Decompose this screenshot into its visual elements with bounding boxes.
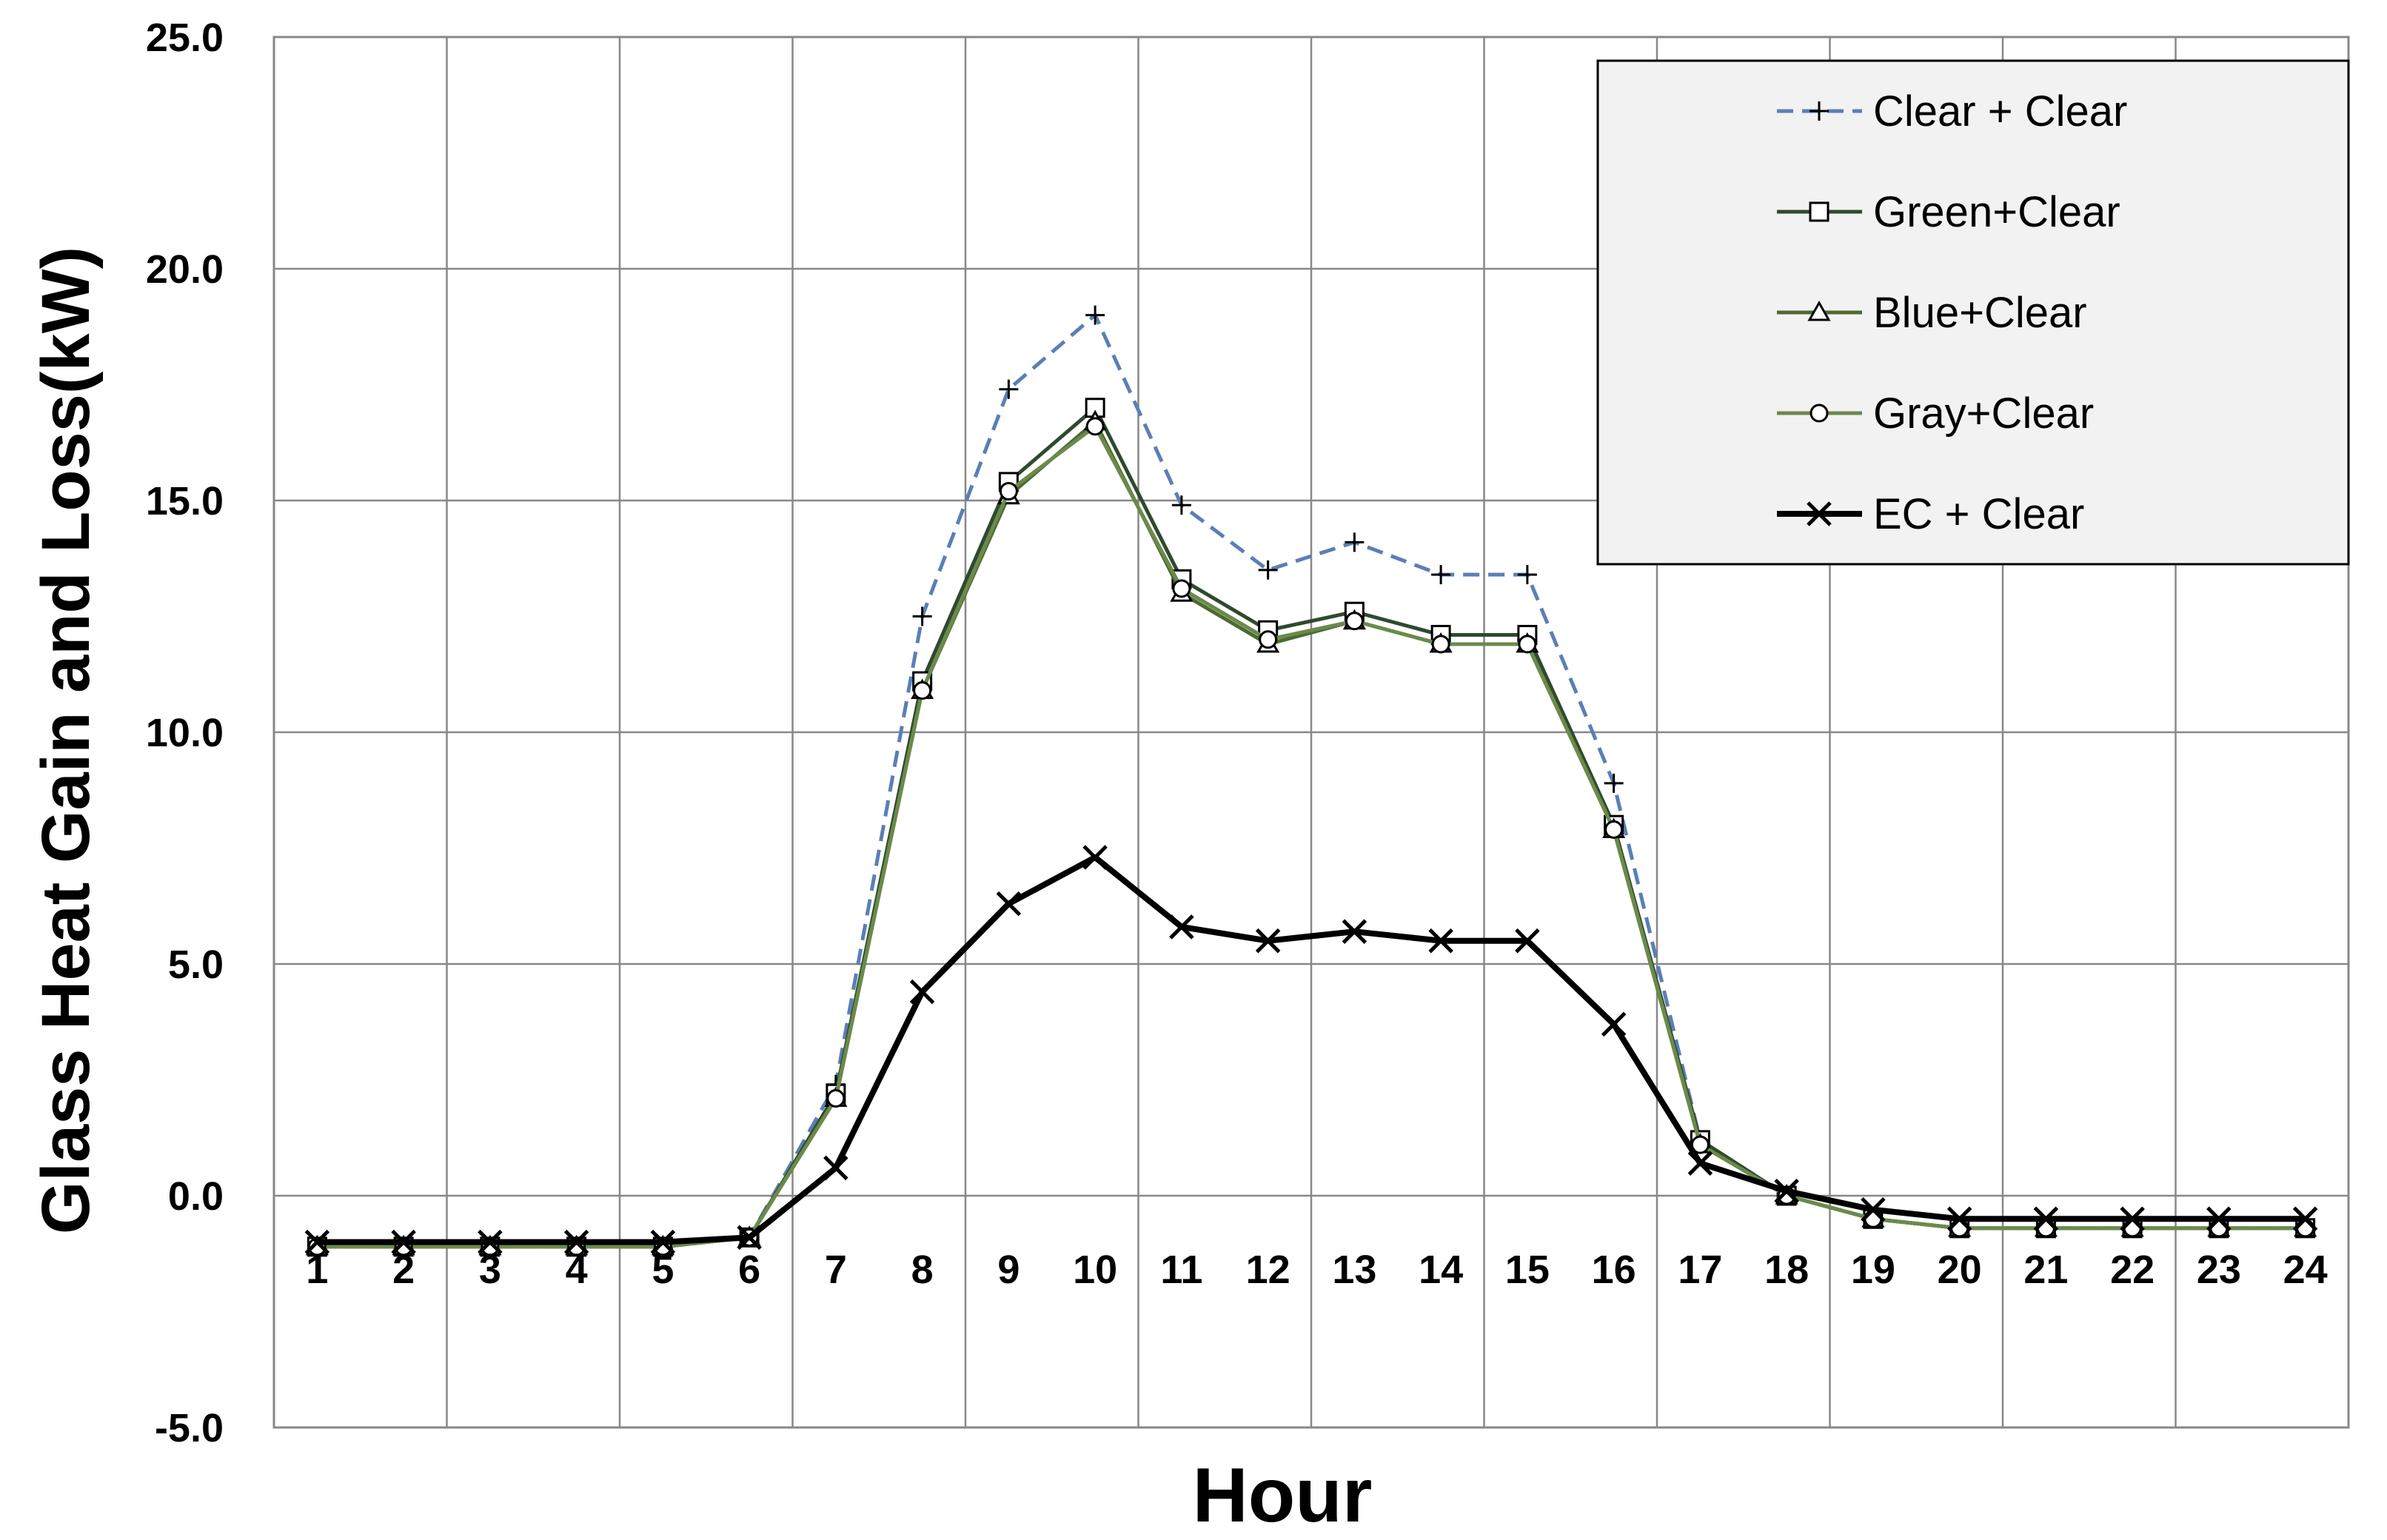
data-point (1809, 201, 1829, 222)
y-tick-label: 25.0 (146, 16, 224, 60)
x-tick-label: 19 (1851, 1248, 1895, 1292)
x-tick-label: 18 (1764, 1248, 1809, 1292)
legend-label: Gray+Clear (1873, 389, 2094, 438)
legend-label: Green+Clear (1873, 188, 2120, 236)
x-tick-label: 15 (1505, 1248, 1550, 1292)
data-point (912, 606, 932, 626)
data-point (1810, 101, 1829, 121)
legend: Clear + Clear Green+Clear Blue+Clear Gray+C… (1596, 59, 2350, 566)
legend-label: EC + Clear (1873, 490, 2084, 538)
y-axis-title: Glass Heat Gain and Loss(kW) (28, 247, 104, 1234)
y-tick-labels: 25.0 20.0 15.0 10.0 5.0 0.0 -5.0 (146, 16, 224, 1450)
data-point (1687, 1151, 1713, 1176)
data-point (909, 979, 935, 1005)
x-tick-label: 24 (2283, 1248, 2328, 1292)
x-tick-label: 7 (825, 1248, 847, 1292)
data-point (1810, 404, 1829, 423)
data-point (1428, 928, 1453, 954)
x-tick-label: 9 (997, 1248, 1020, 1292)
data-point (1774, 1178, 1799, 1204)
x-tick-label: 6 (738, 1248, 760, 1292)
data-point (1345, 612, 1364, 631)
x-tick-label: 20 (1938, 1248, 1982, 1292)
data-point (1517, 565, 1537, 585)
data-point (737, 1225, 762, 1251)
x-tick-label: 17 (1678, 1248, 1722, 1292)
data-point (1604, 820, 1624, 839)
data-point (1169, 914, 1194, 940)
data-point (1518, 635, 1537, 654)
series-line (317, 854, 2306, 1245)
x-tick-label: 10 (1073, 1248, 1117, 1292)
data-point (1431, 635, 1450, 654)
data-point (1085, 305, 1105, 325)
plot-frame (272, 36, 2350, 1429)
data-point (1604, 773, 1624, 793)
data-point (2206, 1206, 2232, 1232)
data-point (650, 1229, 676, 1255)
data-point (391, 1229, 416, 1255)
data-point (1946, 1206, 1972, 1232)
x-tick-label: 11 (1160, 1248, 1202, 1292)
data-point (1515, 928, 1540, 954)
x-tick-label: 8 (911, 1248, 934, 1292)
data-point (1258, 560, 1278, 580)
data-point (913, 681, 932, 700)
x-tick-label: 16 (1592, 1248, 1636, 1292)
data-point (304, 1229, 330, 1255)
legend-entry: Gray+Clear (1777, 389, 2094, 438)
data-point (826, 1089, 846, 1108)
series-line (317, 424, 2306, 1249)
legend-entry: Green+Clear (1777, 188, 2120, 236)
series-ec-clear (304, 845, 2318, 1255)
data-point (2120, 1206, 2145, 1232)
data-point (1085, 417, 1105, 436)
data-point (1082, 845, 1108, 870)
grid-lines (274, 37, 2348, 1427)
data-point (478, 1229, 503, 1255)
x-tick-label: 12 (1246, 1248, 1290, 1292)
data-point (1807, 300, 1831, 321)
legend-entry: Clear + Clear (1777, 87, 2127, 135)
y-tick-label: 15.0 (146, 479, 224, 523)
data-point (1172, 579, 1191, 598)
data-point (823, 1155, 848, 1181)
data-point (1431, 565, 1451, 585)
legend-label: Blue+Clear (1873, 289, 2087, 337)
data-point (2292, 1206, 2318, 1232)
series-lines (304, 305, 2318, 1257)
x-tick-label: 22 (2110, 1248, 2155, 1292)
x-axis-title: Hour (1193, 1453, 1373, 1539)
data-point (1861, 1197, 1886, 1222)
x-tick-labels: 1 2 3 4 5 6 7 8 9 10 11 12 13 14 15 16 17 18 19 20 21 22 23 24 (306, 1248, 2327, 1292)
legend-entry: Blue+Clear (1777, 289, 2087, 337)
y-tick-label: 5.0 (168, 943, 224, 987)
y-tick-label: 0.0 (168, 1174, 224, 1219)
data-point (1345, 532, 1365, 552)
data-point (1807, 501, 1832, 526)
data-point (999, 379, 1019, 399)
data-point (2033, 1206, 2059, 1232)
data-point (1342, 919, 1367, 944)
data-point (1255, 928, 1281, 954)
legend-entry: EC + Clear (1777, 490, 2084, 538)
data-point (996, 891, 1022, 917)
legend-box (1596, 59, 2350, 566)
y-tick-label: 20.0 (146, 247, 224, 292)
data-point (1259, 630, 1278, 649)
data-point (563, 1229, 589, 1255)
y-tick-label: 10.0 (146, 711, 224, 755)
x-tick-label: 14 (1419, 1248, 1463, 1292)
data-point (1171, 495, 1191, 515)
x-tick-label: 21 (2023, 1248, 2068, 1292)
x-tick-label: 13 (1332, 1248, 1376, 1292)
data-point (1601, 1011, 1627, 1037)
legend-label: Clear + Clear (1873, 87, 2127, 135)
y-tick-label: -5.0 (155, 1406, 224, 1450)
data-point (999, 481, 1018, 500)
x-tick-label: 23 (2197, 1248, 2241, 1292)
